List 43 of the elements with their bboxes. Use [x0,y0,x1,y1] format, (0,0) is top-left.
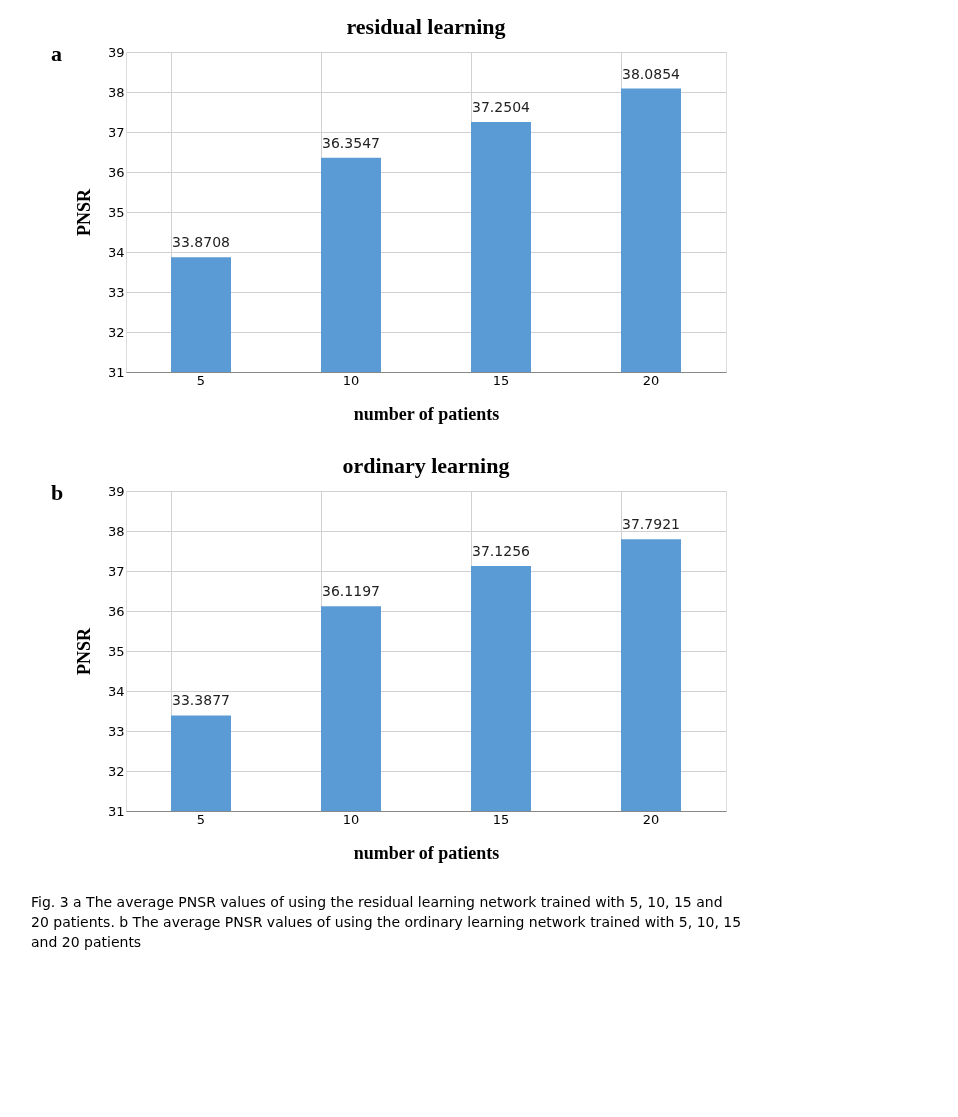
x-tick-label: 5 [196,372,206,388]
x-axis-title: number of patients [353,403,500,424]
y-tick-label: 39 [107,483,125,499]
data-label: 36.3547 [322,134,380,151]
y-tick-label: 37 [107,124,125,140]
x-tick-label: 5 [196,811,206,827]
chart-title: residual learning [346,14,506,39]
y-axis-title: PNSR [73,627,94,676]
y-tick-label: 36 [107,164,125,180]
y-tick-label: 34 [107,683,125,699]
data-label: 37.2504 [472,98,531,115]
caption: Fig. 3 a The average PNSR values of using the residual learning network trained with 5, 10, 15 and 20 patients. b The average PNSR values of using the ordinary learning network trained with 5, 10, 15 and 20 patients [31,894,742,950]
data-label: 33.8708 [172,234,230,251]
data-label: 37.7921 [622,516,680,533]
x-tick-label: 15 [492,811,510,827]
chart-title: ordinary learning [342,453,510,478]
x-tick-label: 10 [342,811,360,827]
x-axis-title: number of patients [353,842,500,863]
data-label: 37.1256 [472,542,531,559]
text: a [51,41,62,66]
x-tick-label: 15 [492,372,510,388]
y-tick-label: 32 [107,324,125,340]
y-tick-label: 36 [107,603,125,619]
y-tick-label: 33 [107,284,125,300]
y-tick-label: 33 [107,723,125,739]
y-tick-label: 35 [107,204,125,220]
x-tick-label: 20 [642,811,660,827]
data-label: 38.0854 [622,65,681,82]
text: b [51,480,64,505]
x-tick-label: 10 [342,372,360,388]
y-tick-label: 34 [107,244,125,260]
y-tick-label: 38 [107,84,125,100]
y-tick-label: 35 [107,643,125,659]
y-tick-label: 32 [107,763,125,779]
x-tick-label: 20 [642,372,660,388]
y-axis-title: PNSR [73,188,94,237]
y-tick-label: 31 [107,803,125,819]
y-tick-label: 39 [107,44,125,60]
data-label: 36.1197 [322,583,380,600]
y-tick-label: 38 [107,523,125,539]
y-tick-label: 37 [107,563,125,579]
y-tick-label: 31 [107,364,125,380]
data-label: 33.3877 [172,692,230,709]
